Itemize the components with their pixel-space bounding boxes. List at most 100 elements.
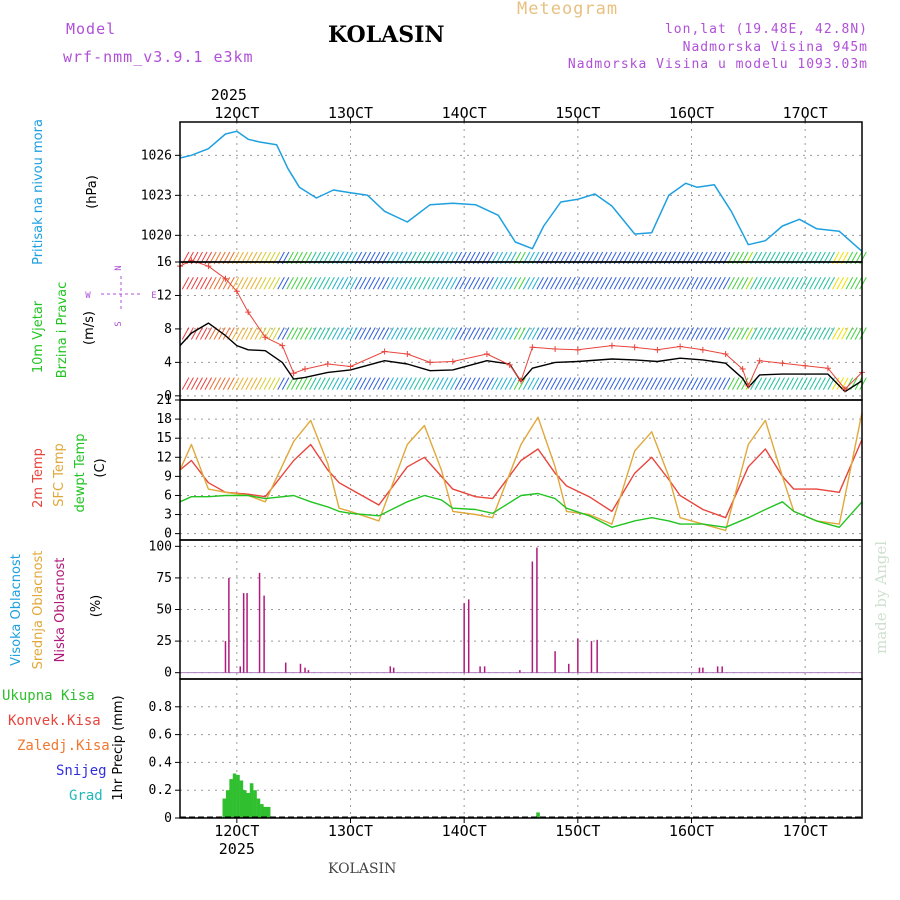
wind-barb <box>491 277 499 290</box>
wind-barb <box>668 327 676 340</box>
wind-barb <box>227 277 235 290</box>
wind-barb <box>472 377 481 390</box>
wind-barb <box>672 277 681 290</box>
gust-marker <box>205 263 212 270</box>
wind-barb <box>336 377 344 390</box>
wind-barb <box>586 327 594 340</box>
wind-barb <box>186 277 194 290</box>
wind-barb <box>468 377 476 390</box>
wind-barb <box>522 377 531 390</box>
gust-marker <box>722 351 729 357</box>
wind-barb <box>713 277 722 290</box>
wind-barb <box>477 277 485 290</box>
wind-barb <box>481 277 490 290</box>
wind-barb <box>541 377 549 390</box>
wind-barb <box>350 277 358 290</box>
wind-barb <box>768 327 776 340</box>
wind-barb <box>431 377 440 390</box>
wind-barb <box>818 327 826 340</box>
y-tick-label: 12 <box>156 450 172 465</box>
wind-barb <box>563 277 572 290</box>
gust-marker <box>699 346 706 353</box>
wind-barb <box>445 277 454 290</box>
gust-marker <box>654 346 661 353</box>
wind-barb <box>236 377 244 390</box>
wind-barb <box>854 327 863 340</box>
wind-barb <box>636 377 644 390</box>
wind-barb <box>431 327 440 340</box>
wind-barb <box>586 377 594 390</box>
y-tick-label: 0 <box>164 811 172 826</box>
wind-barb <box>559 277 567 290</box>
gust-marker <box>324 361 331 368</box>
wind-barb <box>700 377 708 390</box>
wind-barb <box>472 277 481 290</box>
wind-unit: (m/s) <box>82 311 97 345</box>
y-tick-label: 18 <box>156 412 172 427</box>
wind-barb <box>427 327 435 340</box>
top-date-label: 13OCT <box>328 104 373 122</box>
wind-barb <box>445 377 454 390</box>
footer-station: KOLASIN <box>328 861 397 877</box>
wind-barb <box>236 327 244 340</box>
wind-barb <box>354 277 363 290</box>
wind-barb <box>504 327 513 340</box>
wind-barb <box>600 327 608 340</box>
precip-legend: Ukupna Kisa Konvek.Kisa Zaledj.Kisa Snijeg G… <box>2 688 110 804</box>
wind-barb <box>536 327 544 340</box>
wind-barb <box>200 327 208 340</box>
wind-barb <box>750 277 758 290</box>
precip-bar <box>236 774 240 818</box>
cloud-low-title: Niska Oblacnost <box>53 558 68 663</box>
wind-barb <box>591 327 599 340</box>
wind-barb <box>650 277 658 290</box>
wind-barb <box>659 377 667 390</box>
wind-barb <box>186 377 194 390</box>
precip-bar <box>239 780 244 818</box>
gust-marker <box>506 361 513 368</box>
y-tick-label: 0 <box>164 527 172 542</box>
wind-barb <box>718 277 726 290</box>
gust-marker <box>222 275 229 282</box>
top-date-label: 12OCT <box>214 104 259 122</box>
cloud-mid-title: Srednja Oblacnost <box>31 551 46 670</box>
wind-barb <box>336 327 344 340</box>
wind-barb <box>504 277 513 290</box>
compass-west: W <box>85 291 91 301</box>
wind-barb <box>554 327 563 340</box>
wind-barb <box>250 377 258 390</box>
wind-barb <box>240 327 249 340</box>
wind-barb <box>631 277 640 290</box>
wind-barb <box>368 377 376 390</box>
wind-barb <box>791 327 799 340</box>
wind-title: 10m Vjetar <box>31 300 46 373</box>
wind-barb <box>381 377 390 390</box>
wind-barb <box>395 277 404 290</box>
wind-barb <box>454 327 463 340</box>
wind-barb <box>509 377 517 390</box>
wind-barb <box>763 277 772 290</box>
wind-barb <box>459 377 467 390</box>
wind-barb <box>418 377 426 390</box>
wind-barb <box>659 277 667 290</box>
gust-marker <box>347 363 354 370</box>
wind-barb <box>300 327 308 340</box>
y-tick-label: 75 <box>156 571 172 586</box>
wind-barb <box>727 327 735 340</box>
precip-bar <box>249 783 254 818</box>
bottom-date-label: 13OCT <box>328 822 373 840</box>
wind-barb <box>377 377 385 390</box>
gust-marker <box>404 351 411 357</box>
wind-barb <box>340 277 349 290</box>
wind-barb <box>627 377 635 390</box>
wind-barb <box>800 377 808 390</box>
wind-barb <box>695 327 704 340</box>
gust-marker <box>279 342 286 349</box>
y-tick-label: 21 <box>156 393 172 408</box>
wind-barb <box>809 377 817 390</box>
wind-barb <box>345 327 353 340</box>
wind-barb <box>522 327 531 340</box>
y-tick-label: 0.4 <box>149 755 173 770</box>
wind-barb <box>318 327 326 340</box>
temp-unit: (C) <box>93 458 108 477</box>
